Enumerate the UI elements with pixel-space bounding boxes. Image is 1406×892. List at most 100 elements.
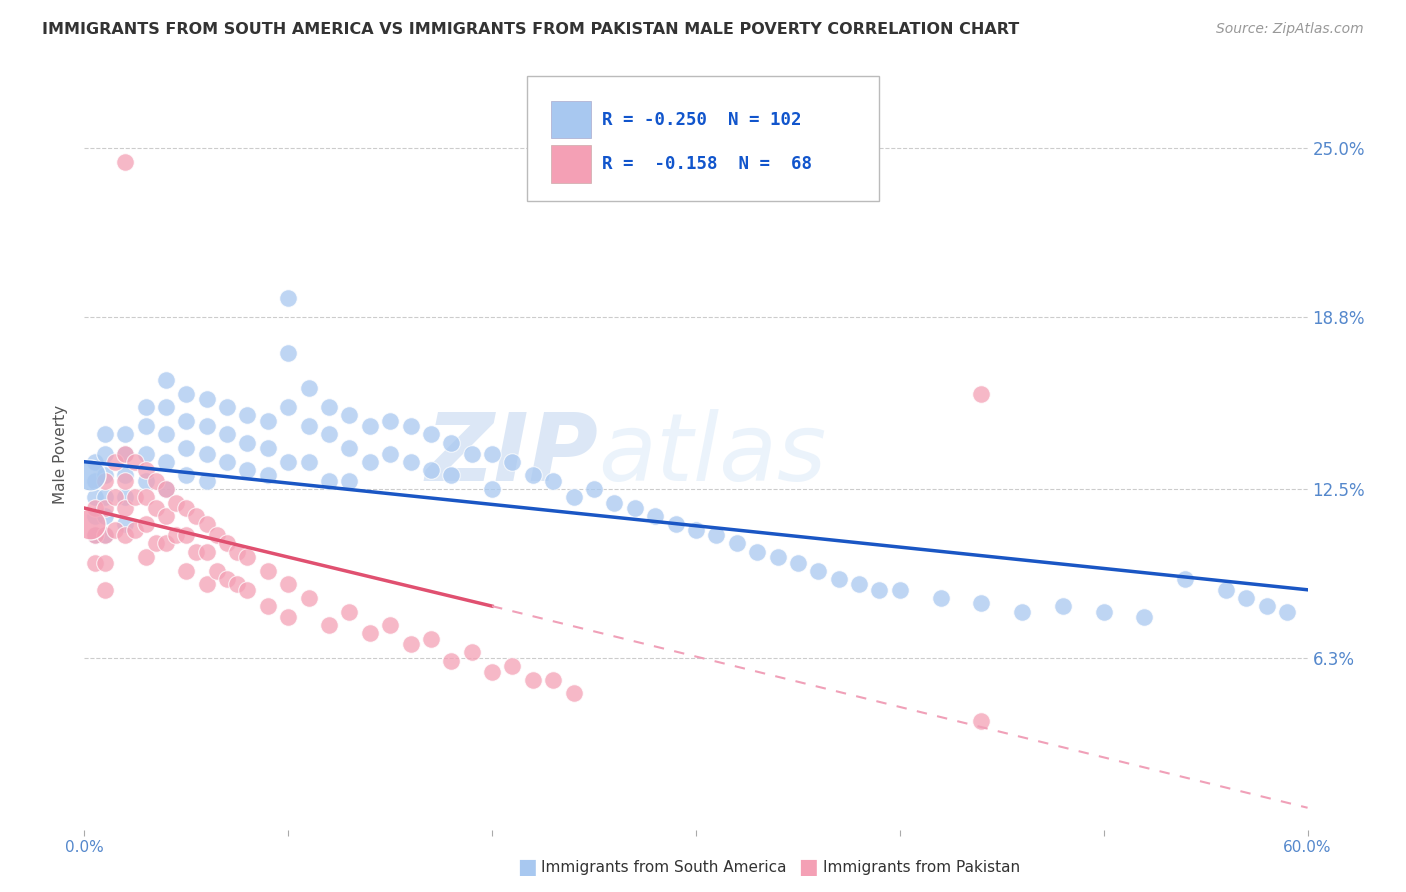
Point <box>481 446 503 460</box>
Point <box>440 654 463 668</box>
Point <box>93 490 115 504</box>
Point <box>195 446 218 460</box>
Point <box>766 550 789 565</box>
Point <box>298 381 321 395</box>
Point <box>93 528 115 542</box>
Point <box>359 626 381 640</box>
Point <box>257 599 280 614</box>
Point <box>195 419 218 434</box>
Point <box>522 468 544 483</box>
Point <box>848 577 870 591</box>
Point <box>562 686 585 700</box>
Point <box>79 517 101 532</box>
Point <box>461 645 484 659</box>
Point <box>461 446 484 460</box>
Text: IMMIGRANTS FROM SOUTH AMERICA VS IMMIGRANTS FROM PAKISTAN MALE POVERTY CORRELATI: IMMIGRANTS FROM SOUTH AMERICA VS IMMIGRA… <box>42 22 1019 37</box>
Point <box>114 490 136 504</box>
Point <box>155 509 177 524</box>
Point <box>828 572 851 586</box>
Point <box>186 509 208 524</box>
Text: atlas: atlas <box>598 409 827 500</box>
Point <box>83 556 105 570</box>
Point <box>114 528 136 542</box>
Point <box>747 544 769 558</box>
Point <box>83 474 105 488</box>
Point <box>787 556 810 570</box>
Point <box>104 455 127 469</box>
Point <box>93 556 115 570</box>
Point <box>93 446 115 460</box>
Point <box>339 474 361 488</box>
Point <box>155 373 177 387</box>
Point <box>543 673 565 687</box>
Point <box>1256 599 1278 614</box>
Point <box>195 517 218 532</box>
Point <box>135 401 157 415</box>
Point <box>257 414 280 428</box>
Point <box>174 414 197 428</box>
Point <box>440 468 463 483</box>
Point <box>236 550 259 565</box>
Text: Immigrants from Pakistan: Immigrants from Pakistan <box>823 860 1019 874</box>
Point <box>1052 599 1074 614</box>
Point <box>318 618 340 632</box>
Point <box>277 291 299 305</box>
Point <box>1092 605 1115 619</box>
Point <box>889 582 911 597</box>
Point <box>114 468 136 483</box>
Point <box>83 509 105 524</box>
Point <box>970 386 993 401</box>
Point <box>186 544 208 558</box>
Point <box>1277 605 1299 619</box>
Point <box>145 474 167 488</box>
Point <box>195 577 218 591</box>
Point <box>155 401 177 415</box>
Point <box>339 605 361 619</box>
Point <box>114 446 136 460</box>
Point <box>236 463 259 477</box>
Point <box>114 501 136 516</box>
Point <box>583 482 606 496</box>
Point <box>135 550 157 565</box>
Point <box>114 155 136 169</box>
Point <box>104 490 127 504</box>
Point <box>420 632 443 646</box>
Point <box>217 401 239 415</box>
Point <box>298 419 321 434</box>
Point <box>93 582 115 597</box>
Point <box>174 386 197 401</box>
Point <box>257 441 280 455</box>
Point <box>205 564 228 578</box>
Point <box>174 441 197 455</box>
Point <box>380 446 402 460</box>
Point <box>481 482 503 496</box>
Point <box>114 427 136 442</box>
Point <box>135 517 157 532</box>
Point <box>236 409 259 423</box>
Point <box>624 501 647 516</box>
Point <box>217 536 239 550</box>
Point <box>145 501 167 516</box>
Point <box>277 610 299 624</box>
Point <box>318 474 340 488</box>
Point <box>236 435 259 450</box>
Point <box>869 582 891 597</box>
Point <box>359 419 381 434</box>
Point <box>114 517 136 532</box>
Point <box>83 490 105 504</box>
Point <box>1133 610 1156 624</box>
Point <box>603 495 626 509</box>
Point <box>257 468 280 483</box>
Point <box>298 591 321 605</box>
Point <box>174 564 197 578</box>
Point <box>665 517 688 532</box>
Point <box>706 528 728 542</box>
Point <box>155 427 177 442</box>
Point <box>399 637 422 651</box>
Text: ■: ■ <box>517 857 537 877</box>
Point <box>1011 605 1033 619</box>
Point <box>257 564 280 578</box>
Point <box>83 501 105 516</box>
Point <box>543 474 565 488</box>
Point <box>929 591 952 605</box>
